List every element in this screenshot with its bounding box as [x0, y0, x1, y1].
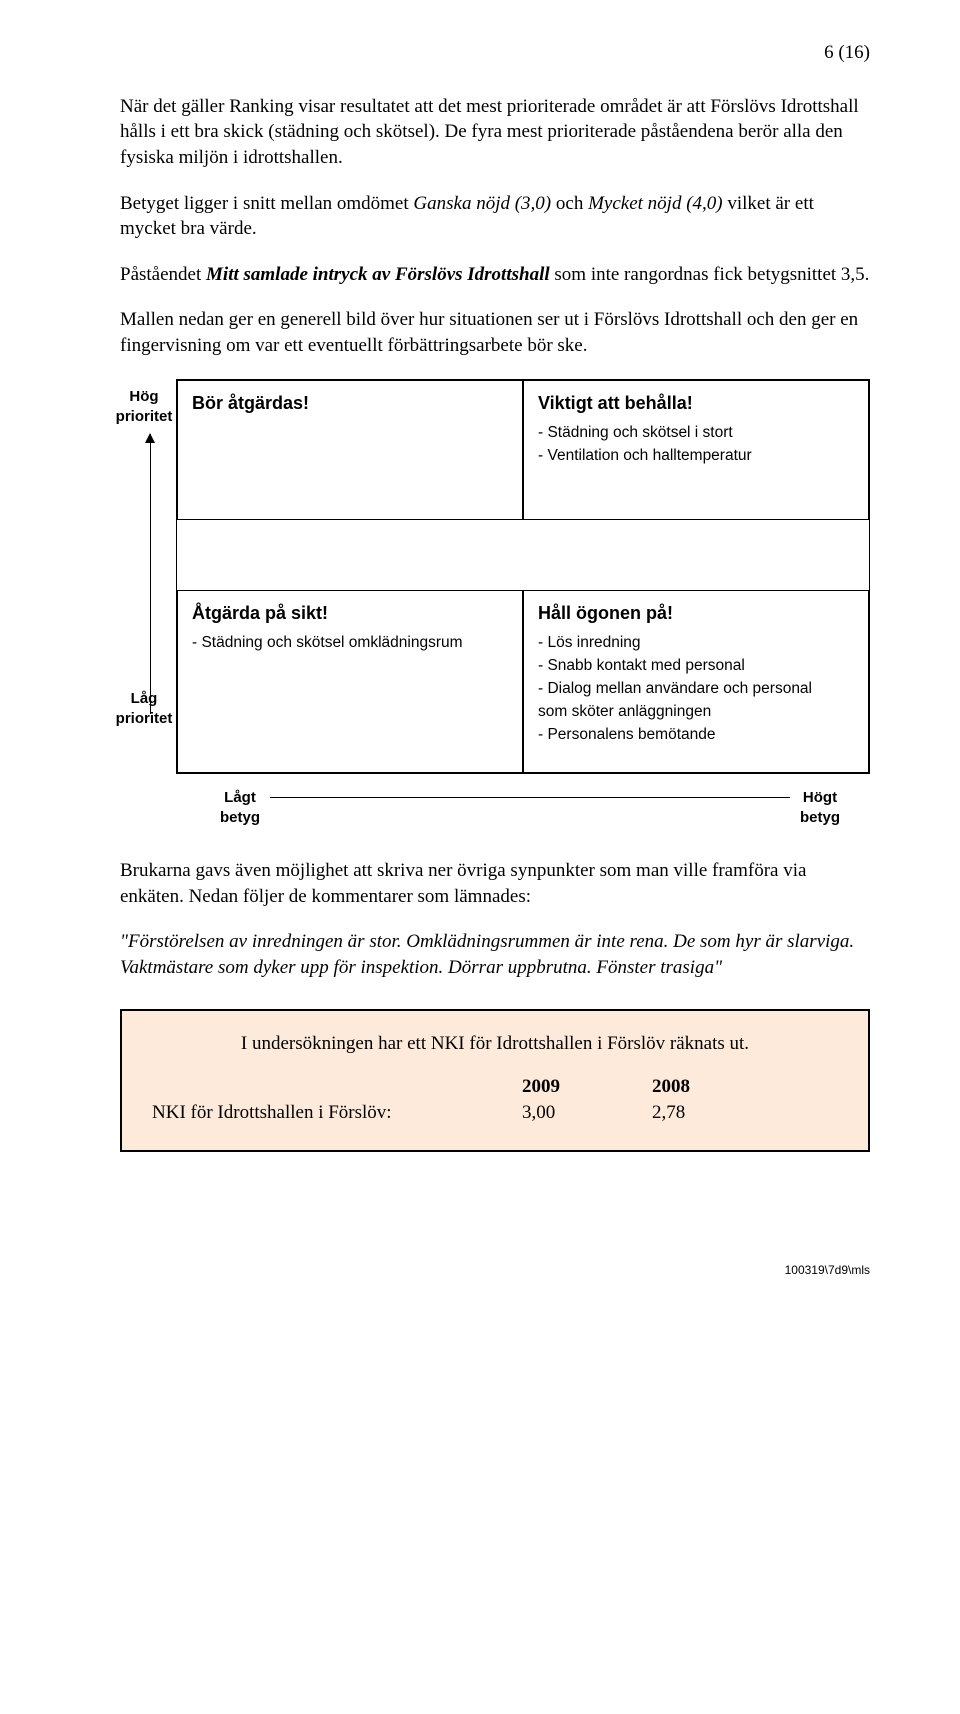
nki-val1: 3,00	[522, 1100, 652, 1126]
quadrant-keep: Viktigt att behålla! - Städning och sköt…	[523, 380, 869, 520]
quadrant-fix-now: Bör åtgärdas!	[177, 380, 523, 520]
nki-val2: 2,78	[652, 1100, 782, 1126]
q1-title: Bör åtgärdas!	[192, 391, 508, 415]
p3-text-a: Påståendet	[120, 264, 206, 285]
paragraph-5: Brukarna gavs även möjlighet att skriva …	[120, 858, 870, 909]
matrix-grid: Bör åtgärdas! Viktigt att behålla! - Stä…	[176, 379, 870, 774]
nki-value-row: NKI för Idrottshallen i Förslöv: 3,00 2,…	[152, 1100, 838, 1126]
y-high-2: prioritet	[114, 407, 174, 427]
list-item: - Personalens bemötande	[538, 725, 854, 746]
x-axis-high: Högt betyg	[790, 788, 850, 829]
nki-year1: 2009	[522, 1074, 652, 1100]
matrix-row-bottom: Åtgärda på sikt! - Städning och skötsel …	[177, 590, 869, 773]
list-item: - Städning och skötsel i stort	[538, 423, 854, 444]
x-axis: Lågt betyg Högt betyg	[210, 788, 850, 829]
q3-title: Åtgärda på sikt!	[192, 601, 508, 625]
paragraph-4: Mallen nedan ger en generell bild över h…	[120, 307, 870, 358]
paragraph-3: Påståendet Mitt samlade intryck av Försl…	[120, 262, 870, 288]
y-axis-arrow	[150, 434, 151, 714]
p2-italic-d: Mycket nöjd (4,0)	[588, 193, 723, 214]
q4-title: Håll ögonen på!	[538, 601, 854, 625]
y-high-1: Hög	[114, 387, 174, 407]
quadrant-watch: Håll ögonen på! - Lös inredning - Snabb …	[523, 590, 869, 773]
p3-text-c: som inte rangordnas fick betygsnittet 3,…	[550, 264, 870, 285]
list-item: - Städning och skötsel omklädningsrum	[192, 633, 508, 654]
nki-year2: 2008	[652, 1074, 782, 1100]
list-item: - Dialog mellan användare och personal	[538, 679, 854, 700]
list-item: som sköter anläggningen	[538, 702, 854, 723]
x-low-2: betyg	[210, 808, 270, 828]
y-low-2: prioritet	[114, 709, 174, 729]
page-number: 6 (16)	[120, 40, 870, 66]
paragraph-2: Betyget ligger i snitt mellan omdömet Ga…	[120, 191, 870, 242]
list-item: - Lös inredning	[538, 633, 854, 654]
priority-matrix: Hög prioritet Låg prioritet Bör åtgärdas…	[120, 379, 870, 828]
x-axis-low: Lågt betyg	[210, 788, 270, 829]
nki-box: I undersökningen har ett NKI för Idrotts…	[120, 1009, 870, 1152]
p2-italic-b: Ganska nöjd (3,0)	[413, 193, 551, 214]
matrix-row-top: Bör åtgärdas! Viktigt att behålla! - Stä…	[177, 380, 869, 520]
x-high-1: Högt	[790, 788, 850, 808]
x-low-1: Lågt	[210, 788, 270, 808]
y-axis-high: Hög prioritet	[114, 387, 174, 428]
q3-list: - Städning och skötsel omklädningsrum	[192, 633, 508, 654]
p2-text-c: och	[551, 193, 588, 214]
paragraph-1: När det gäller Ranking visar resultatet …	[120, 94, 870, 171]
nki-blank	[152, 1074, 522, 1100]
p3-bold-b: Mitt samlade intryck av Förslövs Idrotts…	[206, 264, 550, 285]
q4-list: - Lös inredning - Snabb kontakt med pers…	[538, 633, 854, 746]
q2-list: - Städning och skötsel i stort - Ventila…	[538, 423, 854, 467]
q2-title: Viktigt att behålla!	[538, 391, 854, 415]
quote: "Förstörelsen av inredningen är stor. Om…	[120, 929, 870, 980]
nki-header-row: 2009 2008	[152, 1074, 838, 1100]
y-low-1: Låg	[114, 689, 174, 709]
p2-text-a: Betyget ligger i snitt mellan omdömet	[120, 193, 413, 214]
x-high-2: betyg	[790, 808, 850, 828]
list-item: - Ventilation och halltemperatur	[538, 446, 854, 467]
nki-title: I undersökningen har ett NKI för Idrotts…	[152, 1031, 838, 1057]
y-axis-low: Låg prioritet	[114, 689, 174, 730]
x-axis-arrow	[260, 797, 800, 798]
footer-ref: 100319\7d9\mls	[120, 1262, 870, 1278]
quadrant-fix-later: Åtgärda på sikt! - Städning och skötsel …	[177, 590, 523, 773]
nki-label: NKI för Idrottshallen i Förslöv:	[152, 1100, 522, 1126]
list-item: - Snabb kontakt med personal	[538, 656, 854, 677]
